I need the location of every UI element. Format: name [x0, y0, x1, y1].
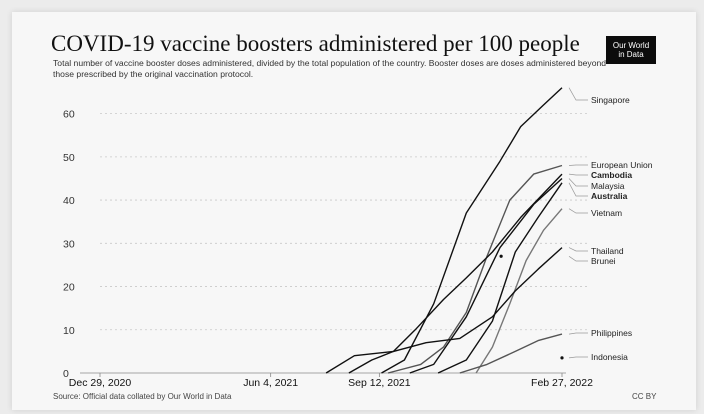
- series-lines: [325, 87, 564, 374]
- series-label-malaysia[interactable]: Malaysia: [591, 181, 625, 191]
- label-connector: [568, 182, 588, 197]
- chart-card: [12, 12, 696, 410]
- logo-line-2: in Data: [618, 50, 644, 59]
- label-connector: [568, 87, 588, 101]
- series-line-singapore: [381, 87, 563, 374]
- chart-title: COVID-19 vaccine boosters administered p…: [51, 31, 580, 56]
- series-label-cambodia[interactable]: Cambodia: [591, 170, 632, 180]
- series-point-indonesia: [560, 356, 564, 360]
- owid-logo[interactable]: Our World in Data: [606, 36, 656, 64]
- series-line-malaysia: [409, 177, 563, 374]
- y-tick-label: 50: [63, 152, 75, 164]
- series-line-australia: [437, 182, 563, 374]
- series-point-brunei: [499, 254, 503, 258]
- chart-subtitle: Total number of vaccine booster doses ad…: [53, 58, 607, 79]
- series-label-vietnam[interactable]: Vietnam: [591, 208, 622, 218]
- y-axis: 0 10 20 30 40 50 60: [63, 109, 75, 380]
- x-tick-label: Sep 12, 2021: [348, 377, 411, 389]
- series-label-philippines[interactable]: Philippines: [591, 328, 632, 338]
- series-label-brunei[interactable]: Brunei: [591, 256, 616, 266]
- label-connector: [568, 208, 588, 214]
- y-tick-label: 60: [63, 109, 75, 121]
- series-label-indonesia[interactable]: Indonesia: [591, 352, 628, 362]
- series-label-australia[interactable]: Australia: [591, 191, 628, 201]
- series-label-singapore[interactable]: Singapore: [591, 95, 630, 105]
- y-tick-label: 10: [63, 325, 75, 337]
- label-connector: [568, 256, 588, 262]
- label-connector: [568, 247, 588, 252]
- label-connector: [568, 332, 588, 335]
- label-connector: [568, 173, 588, 176]
- y-tick-label: 0: [63, 368, 69, 380]
- series-line-european-union: [387, 164, 563, 374]
- y-tick-label: 20: [63, 282, 75, 294]
- y-tick-label: 40: [63, 195, 75, 207]
- x-tick-label: Feb 27, 2022: [531, 377, 593, 389]
- logo-line-1: Our World: [612, 41, 650, 50]
- series-label-european-union[interactable]: European Union: [591, 160, 653, 170]
- source-note[interactable]: Source: Official data collated by Our Wo…: [53, 392, 232, 401]
- y-tick-label: 30: [63, 238, 75, 250]
- label-connector: [568, 356, 588, 359]
- x-axis: Dec 29, 2020 Jun 4, 2021 Sep 12, 2021 Feb 2…: [69, 372, 593, 389]
- series-line-thailand: [325, 247, 563, 374]
- series-line-vietnam: [475, 208, 563, 374]
- x-tick-label: Dec 29, 2020: [69, 377, 132, 389]
- grid-lines: [100, 113, 590, 331]
- series-line-philippines: [459, 333, 563, 374]
- series-label-thailand[interactable]: Thailand: [591, 246, 624, 256]
- label-connector: [568, 178, 588, 187]
- series-line-cambodia: [348, 173, 563, 374]
- license-link[interactable]: CC BY: [632, 392, 657, 401]
- x-tick-label: Jun 4, 2021: [243, 377, 298, 389]
- series-labels: Singapore European UnionCambodiaMalaysiaA…: [568, 87, 653, 362]
- label-connector: [568, 164, 588, 166]
